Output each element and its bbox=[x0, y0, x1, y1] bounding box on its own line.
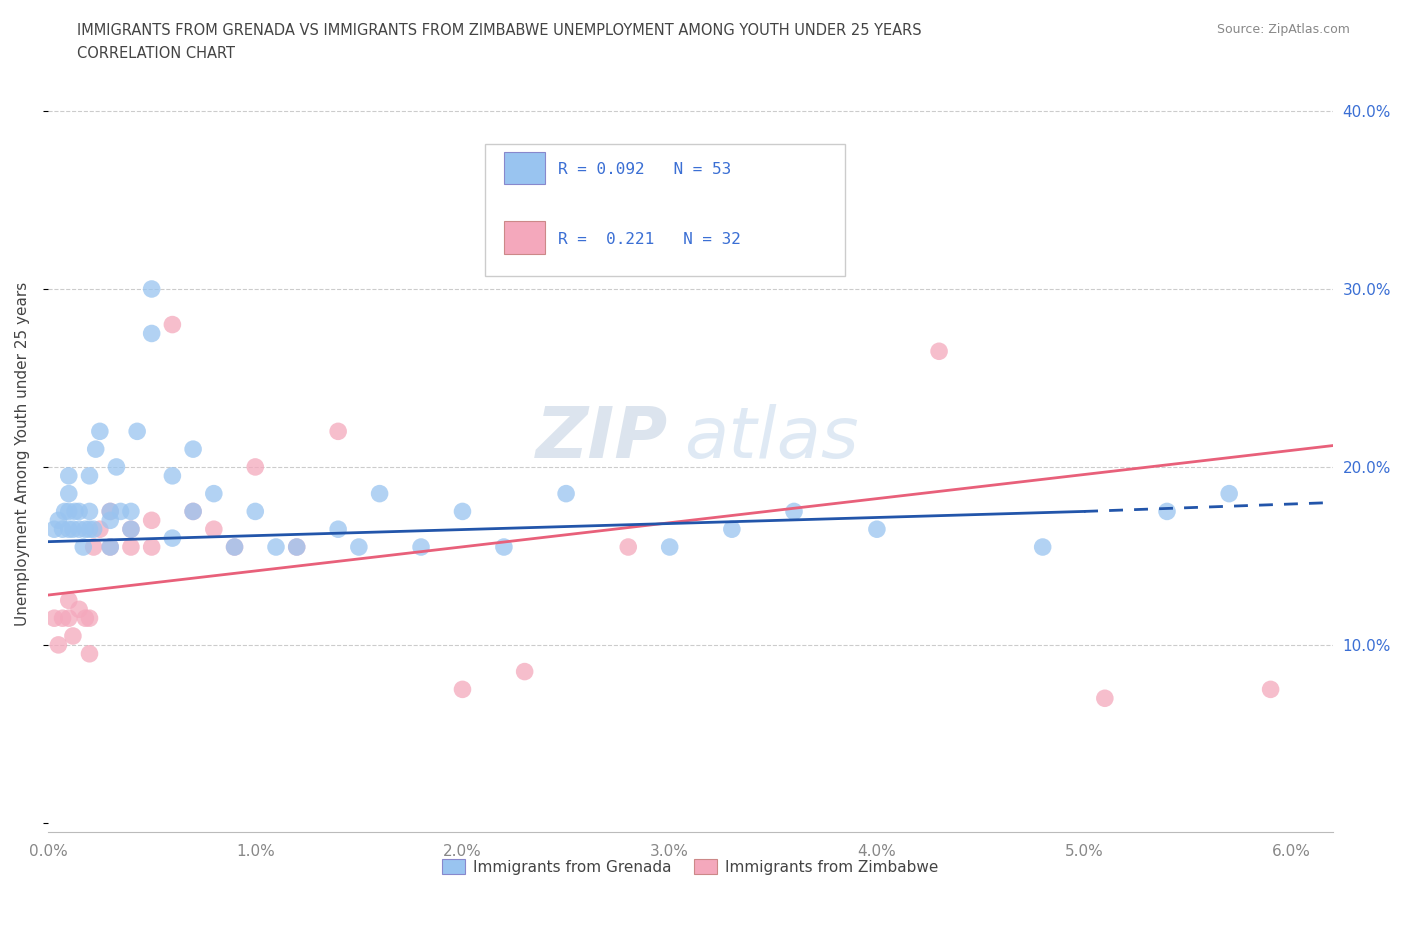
Point bbox=[67, 522, 90, 537]
Point bbox=[328, 424, 350, 439]
Point bbox=[89, 424, 111, 439]
Point bbox=[48, 512, 70, 527]
Point bbox=[98, 512, 121, 527]
Point bbox=[127, 424, 149, 439]
Point bbox=[53, 504, 76, 519]
Text: CORRELATION CHART: CORRELATION CHART bbox=[77, 46, 235, 61]
Point bbox=[120, 522, 142, 537]
Point bbox=[162, 317, 184, 332]
Point bbox=[328, 522, 350, 537]
Point bbox=[120, 522, 142, 537]
Point bbox=[224, 539, 246, 554]
Point bbox=[181, 504, 204, 519]
Point bbox=[1218, 486, 1240, 501]
Point bbox=[98, 539, 121, 554]
Point bbox=[285, 539, 308, 554]
Point bbox=[141, 512, 163, 527]
Point bbox=[98, 539, 121, 554]
Point bbox=[162, 469, 184, 484]
Point bbox=[555, 486, 578, 501]
Point bbox=[120, 539, 142, 554]
Point bbox=[1156, 504, 1178, 519]
Point bbox=[84, 442, 107, 457]
Point bbox=[44, 522, 66, 537]
Point bbox=[89, 522, 111, 537]
Point bbox=[58, 486, 80, 501]
Point bbox=[368, 486, 391, 501]
Point bbox=[783, 504, 806, 519]
Point bbox=[492, 539, 515, 554]
Text: R = 0.092   N = 53: R = 0.092 N = 53 bbox=[558, 162, 731, 177]
Point bbox=[98, 504, 121, 519]
Point bbox=[141, 282, 163, 297]
FancyBboxPatch shape bbox=[505, 152, 546, 184]
Point bbox=[75, 611, 97, 626]
Point bbox=[141, 539, 163, 554]
Point bbox=[110, 504, 132, 519]
Point bbox=[79, 522, 101, 537]
Point bbox=[409, 539, 432, 554]
Point bbox=[67, 504, 90, 519]
Point bbox=[224, 539, 246, 554]
Point bbox=[866, 522, 889, 537]
Point bbox=[67, 602, 90, 617]
Point bbox=[141, 326, 163, 341]
Point bbox=[513, 664, 536, 679]
Point bbox=[451, 504, 474, 519]
FancyBboxPatch shape bbox=[505, 221, 546, 254]
Point bbox=[451, 682, 474, 697]
Point bbox=[79, 646, 101, 661]
Point bbox=[58, 469, 80, 484]
Point bbox=[1094, 691, 1116, 706]
Point bbox=[62, 522, 84, 537]
Legend: Immigrants from Grenada, Immigrants from Zimbabwe: Immigrants from Grenada, Immigrants from… bbox=[436, 853, 945, 881]
FancyBboxPatch shape bbox=[485, 143, 845, 276]
Point bbox=[658, 539, 681, 554]
Point bbox=[62, 629, 84, 644]
Point bbox=[83, 539, 105, 554]
Y-axis label: Unemployment Among Youth under 25 years: Unemployment Among Youth under 25 years bbox=[15, 282, 30, 626]
Point bbox=[1032, 539, 1054, 554]
Text: atlas: atlas bbox=[683, 404, 859, 473]
Point bbox=[58, 611, 80, 626]
Text: IMMIGRANTS FROM GRENADA VS IMMIGRANTS FROM ZIMBABWE UNEMPLOYMENT AMONG YOUTH UND: IMMIGRANTS FROM GRENADA VS IMMIGRANTS FR… bbox=[77, 23, 922, 38]
Point bbox=[285, 539, 308, 554]
Point bbox=[75, 522, 97, 537]
Point bbox=[181, 442, 204, 457]
Point bbox=[98, 504, 121, 519]
Point bbox=[245, 504, 267, 519]
Point bbox=[120, 504, 142, 519]
Point bbox=[245, 459, 267, 474]
Point bbox=[79, 504, 101, 519]
Point bbox=[48, 637, 70, 652]
Point bbox=[264, 539, 287, 554]
Text: ZIP: ZIP bbox=[536, 404, 668, 473]
Point bbox=[928, 344, 950, 359]
Point bbox=[83, 522, 105, 537]
Point bbox=[721, 522, 744, 537]
Point bbox=[58, 504, 80, 519]
Point bbox=[58, 593, 80, 608]
Point bbox=[72, 539, 94, 554]
Point bbox=[58, 522, 80, 537]
Point bbox=[79, 469, 101, 484]
Point bbox=[51, 611, 73, 626]
Point bbox=[1260, 682, 1282, 697]
Point bbox=[617, 539, 640, 554]
Point bbox=[79, 611, 101, 626]
Point bbox=[162, 531, 184, 546]
Point bbox=[44, 611, 66, 626]
Text: R =  0.221   N = 32: R = 0.221 N = 32 bbox=[558, 232, 741, 246]
Point bbox=[63, 504, 86, 519]
Text: Source: ZipAtlas.com: Source: ZipAtlas.com bbox=[1216, 23, 1350, 36]
Point bbox=[181, 504, 204, 519]
Point bbox=[721, 246, 744, 260]
Point bbox=[202, 486, 225, 501]
Point bbox=[105, 459, 128, 474]
Point bbox=[51, 522, 73, 537]
Point bbox=[347, 539, 370, 554]
Point bbox=[202, 522, 225, 537]
